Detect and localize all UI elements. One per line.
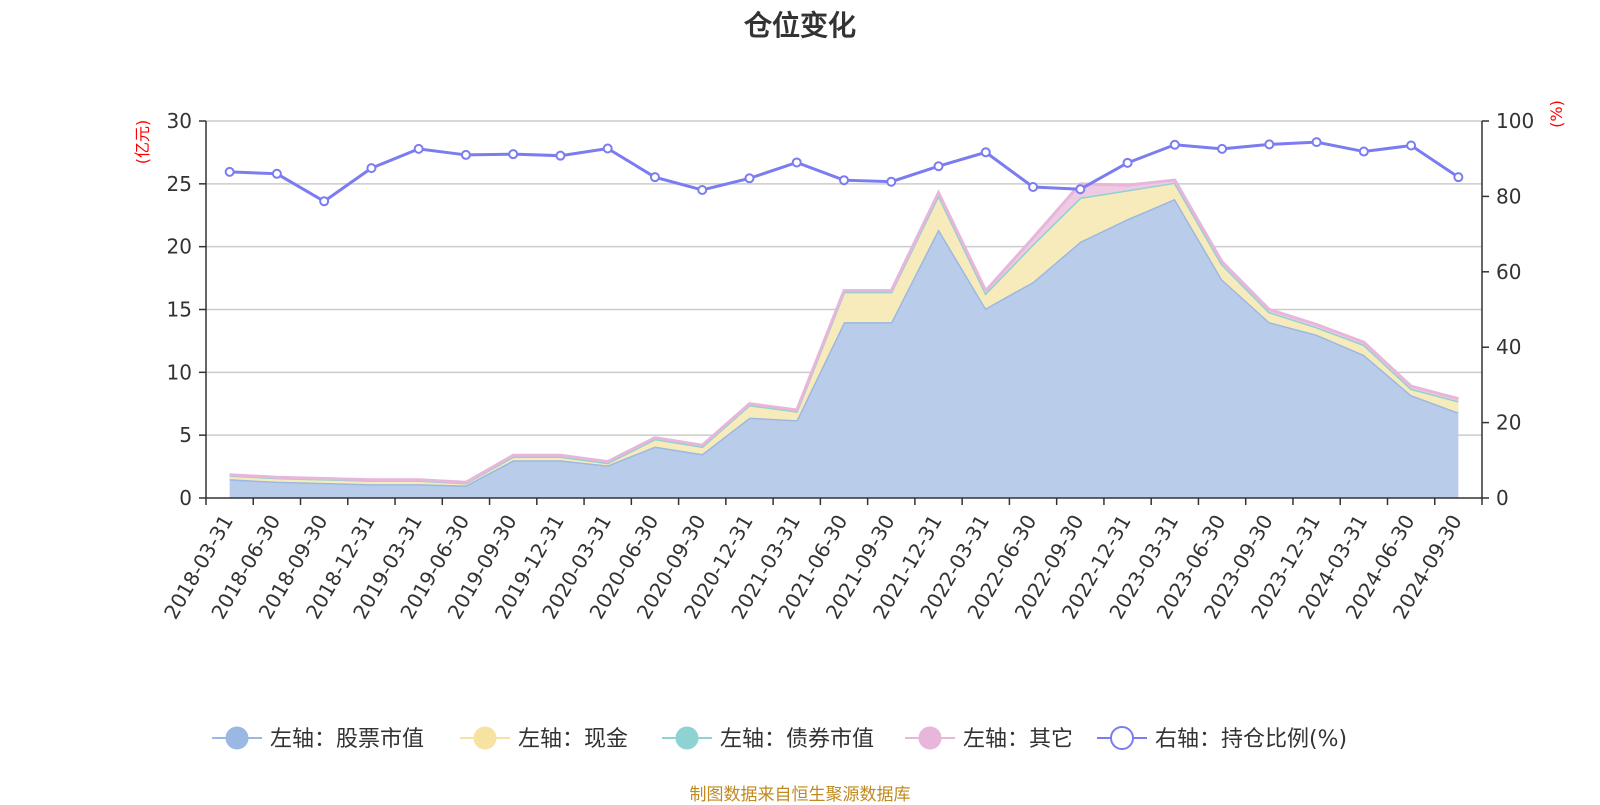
legend-marker [1110, 726, 1134, 750]
area-fill-左轴：股票市值 [229, 198, 1459, 498]
ratio-point [508, 149, 519, 160]
left-tick-label: 10 [167, 360, 192, 384]
ratio-point [933, 161, 944, 172]
legend-label: 右轴：持仓比例(%) [1155, 727, 1347, 752]
ratio-point [1169, 139, 1180, 150]
ratio-point [886, 176, 897, 187]
ratio-point [271, 168, 282, 179]
ratio-point [980, 147, 991, 158]
legend-label: 左轴：债券市值 [720, 727, 874, 752]
ratio-point [697, 184, 708, 195]
ratio-point [1122, 157, 1133, 168]
right-tick-label: 60 [1496, 260, 1521, 284]
legend-label: 左轴：股票市值 [270, 727, 424, 752]
ratio-point [555, 150, 566, 161]
legend: 左轴：股票市值 左轴：现金 左轴：债券市值 左轴：其它 右轴：持仓比例(%) [212, 726, 1347, 752]
ratio-point [1028, 181, 1039, 192]
left-tick-label: 20 [167, 235, 192, 259]
legend-marker [473, 726, 497, 750]
right-tick-label: 80 [1496, 184, 1521, 208]
source-note: 制图数据来自恒生聚源数据库 [689, 785, 911, 805]
left-tick-label: 30 [167, 109, 192, 133]
ratio-line [229, 140, 1460, 204]
right-tick-label: 20 [1496, 411, 1521, 435]
ratio-point [413, 143, 424, 154]
area-line-左轴：其它 [229, 178, 1459, 484]
left-tick-label: 0 [179, 486, 192, 510]
legend-label: 左轴：现金 [518, 727, 628, 752]
left-axis-unit: (亿元) [133, 120, 152, 165]
ratio-point [319, 196, 330, 207]
ratio-point [791, 157, 802, 168]
right-axis-unit: (%) [1547, 100, 1566, 128]
left-tick-label: 15 [167, 298, 192, 322]
ratio-point [1311, 137, 1322, 148]
legend-marker [918, 726, 942, 750]
right-tick-label: 40 [1496, 335, 1521, 359]
ratio-point [1358, 146, 1369, 157]
area-series [229, 178, 1459, 498]
legend-marker [225, 726, 249, 750]
chart-title: 仓位变化 [743, 9, 856, 42]
ratio-point [744, 173, 755, 184]
ratio-point [1217, 143, 1228, 154]
legend-label: 左轴：其它 [963, 727, 1073, 752]
ratio-point [649, 172, 660, 183]
ratio-point [1453, 172, 1464, 183]
ratio-point [366, 163, 377, 174]
ratio-point [1264, 139, 1275, 150]
chart-canvas: 0510152025300204060801002018-03-312018-0… [133, 100, 1566, 752]
right-tick-label: 0 [1496, 486, 1509, 510]
ratio-line-series [224, 137, 1464, 207]
left-tick-label: 25 [167, 172, 192, 196]
ratio-point [1406, 140, 1417, 151]
right-tick-label: 100 [1496, 109, 1534, 133]
left-tick-label: 5 [179, 423, 192, 447]
ratio-point [224, 166, 235, 177]
ratio-point [1075, 184, 1086, 195]
ratio-point [460, 149, 471, 160]
legend-marker [675, 726, 699, 750]
ratio-point [602, 143, 613, 154]
ratio-point [839, 175, 849, 186]
